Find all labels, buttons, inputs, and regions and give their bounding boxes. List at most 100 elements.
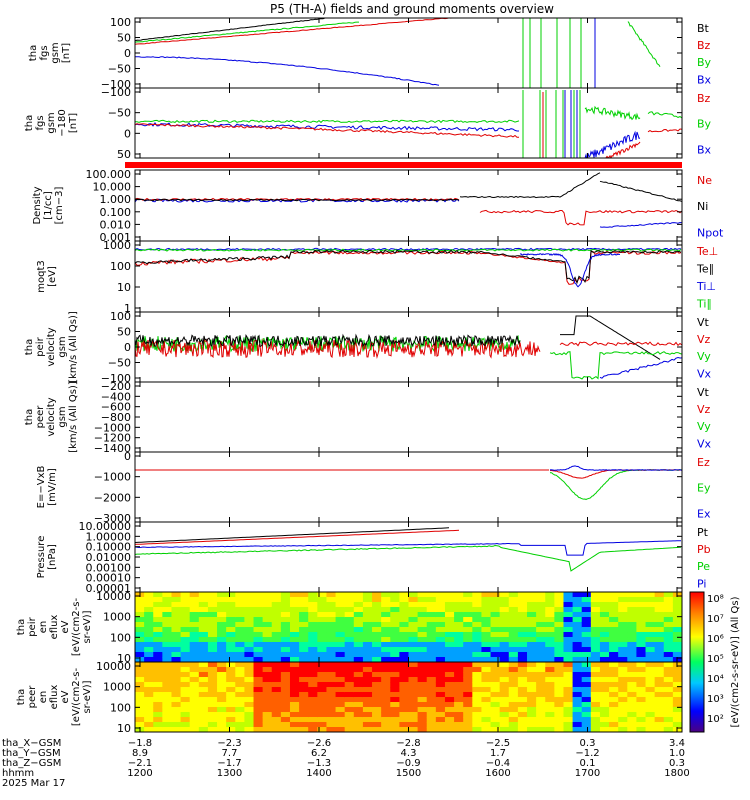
heatmap-cell	[454, 712, 464, 718]
heatmap-cell	[572, 592, 583, 598]
y-axis-label: E=−VxB	[36, 466, 47, 509]
heatmap-cell	[217, 607, 227, 613]
heatmap-cell	[636, 697, 647, 703]
heatmap-cell	[435, 607, 446, 613]
heatmap-cell	[344, 597, 355, 603]
heatmap-cell	[381, 602, 391, 608]
heatmap-cell	[271, 672, 282, 678]
heatmap-cell	[144, 692, 154, 698]
heatmap-cell	[326, 677, 337, 683]
heatmap-cell	[162, 652, 172, 658]
heatmap-cell	[627, 722, 637, 728]
legend-Ti⊥: Ti⊥	[696, 280, 716, 293]
heatmap-cell	[299, 687, 309, 693]
heatmap-cell	[554, 617, 564, 623]
heatmap-cell	[517, 682, 528, 688]
heatmap-cell	[645, 707, 656, 713]
heatmap-cell	[226, 642, 236, 648]
heatmap-cell	[253, 637, 264, 643]
heatmap-cell	[244, 647, 255, 653]
heatmap-cell	[244, 687, 255, 693]
heatmap-cell	[244, 682, 255, 688]
heatmap-cell	[654, 637, 665, 643]
heatmap-cell	[381, 612, 391, 618]
heatmap-cell	[299, 677, 309, 683]
heatmap-cell	[627, 687, 637, 693]
heatmap-cell	[390, 702, 400, 708]
heatmap-cell	[399, 602, 409, 608]
heatmap-cell	[326, 607, 337, 613]
heatmap-cell	[499, 652, 510, 658]
heatmap-cell	[308, 692, 318, 698]
heatmap-cell	[171, 722, 182, 728]
heatmap-cell	[326, 617, 337, 623]
heatmap-cell	[353, 637, 364, 643]
heatmap-cell	[618, 702, 628, 708]
heatmap-cell	[599, 712, 610, 718]
heatmap-cell	[289, 637, 300, 643]
heatmap-cell	[244, 592, 255, 598]
heatmap-cell	[299, 692, 309, 698]
y-tick-label: 100	[110, 16, 131, 29]
heatmap-cell	[599, 707, 610, 713]
panel-frame	[134, 661, 683, 733]
heatmap-cell	[490, 597, 501, 603]
heatmap-cell	[599, 677, 610, 683]
heatmap-cell	[372, 722, 382, 728]
y-axis-label: eflux	[49, 615, 60, 640]
heatmap-cell	[317, 717, 327, 723]
heatmap-cell	[253, 692, 264, 698]
heatmap-cell	[162, 647, 172, 653]
heatmap-cell	[317, 647, 327, 653]
heatmap-cell	[135, 632, 145, 638]
heatmap-cell	[207, 612, 218, 618]
heatmap-cell	[308, 632, 318, 638]
panel-frame	[134, 169, 683, 242]
heatmap-cell	[308, 652, 318, 658]
heatmap-cell	[326, 657, 337, 662]
heatmap-cell	[499, 692, 510, 698]
heatmap-cell	[189, 692, 200, 698]
series-Pe	[135, 544, 682, 572]
heatmap-cell	[317, 697, 327, 703]
heatmap-cell	[253, 682, 264, 688]
heatmap-cell	[235, 597, 245, 603]
heatmap-cell	[317, 687, 327, 693]
heatmap-cell	[244, 722, 255, 728]
heatmap-cell	[572, 727, 583, 732]
heatmap-cell	[280, 662, 291, 668]
heatmap-cell	[645, 687, 656, 693]
heatmap-cell	[499, 687, 510, 693]
heatmap-cell	[645, 717, 656, 723]
heatmap-cell	[554, 647, 564, 653]
heatmap-cell	[198, 657, 209, 662]
heatmap-cell	[636, 667, 647, 673]
heatmap-cell	[226, 687, 236, 693]
heatmap-cell	[299, 707, 309, 713]
heatmap-cell	[308, 697, 318, 703]
heatmap-cell	[463, 682, 473, 688]
heatmap-cell	[627, 707, 637, 713]
heatmap-cell	[217, 612, 227, 618]
heatmap-cell	[517, 592, 528, 598]
heatmap-cell	[627, 627, 637, 633]
series-Ti-perp	[135, 247, 682, 251]
y-tick-label: 0.100	[100, 206, 132, 219]
y-axis-label: fgs	[35, 115, 46, 130]
heatmap-cell	[207, 607, 218, 613]
heatmap-cell	[444, 632, 455, 638]
heatmap-cell	[599, 637, 610, 643]
heatmap-cell	[481, 717, 492, 723]
heatmap-cell	[590, 642, 601, 648]
heatmap-cell	[271, 642, 282, 648]
heatmap-cell	[198, 652, 209, 658]
heatmap-cell	[198, 697, 209, 703]
heatmap-cell	[444, 607, 455, 613]
heatmap-cell	[426, 727, 437, 732]
heatmap-cell	[135, 627, 145, 633]
heatmap-cell	[672, 627, 682, 633]
heatmap-cell	[217, 722, 227, 728]
y-tick-label: 0	[124, 450, 131, 463]
heatmap-cell	[189, 697, 200, 703]
heatmap-cell	[517, 652, 528, 658]
